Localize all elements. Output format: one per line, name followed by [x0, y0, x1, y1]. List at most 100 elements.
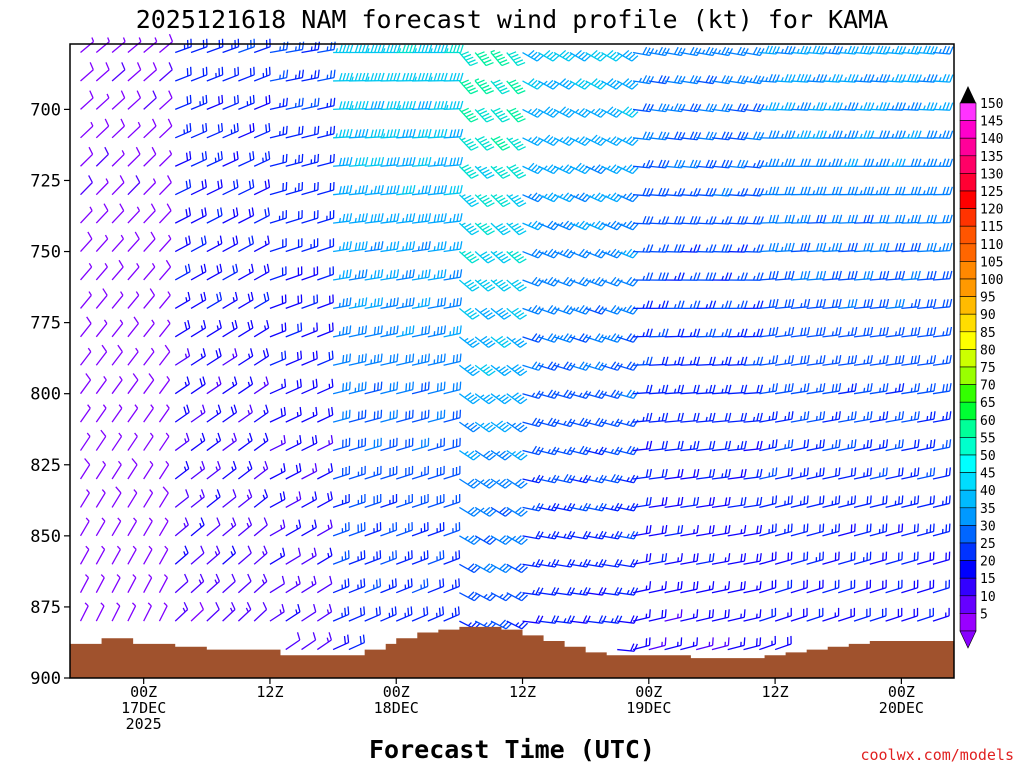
wind-barb — [427, 578, 445, 594]
wind-barb — [143, 319, 155, 338]
wind-barb — [269, 603, 285, 622]
wind-barb — [775, 158, 796, 168]
wind-barb — [411, 437, 430, 452]
wind-barb — [774, 551, 793, 565]
colorbar-label: 85 — [980, 326, 996, 341]
wind-barb — [680, 75, 702, 85]
wind-barb — [285, 435, 302, 452]
wind-barb — [238, 376, 254, 395]
wind-barb — [774, 523, 793, 537]
wind-barb — [174, 207, 192, 224]
wind-barb — [506, 164, 527, 179]
wind-barb — [127, 146, 141, 167]
wind-barb — [348, 550, 366, 565]
wind-barb — [333, 72, 354, 82]
wind-barb — [696, 300, 717, 310]
x-tick-label: 18DEC — [374, 699, 419, 717]
chart-title: 2025121618 NAM forecast wind profile (kt… — [136, 5, 889, 34]
wind-barb — [443, 100, 464, 111]
wind-barb — [901, 383, 921, 395]
wind-barb — [332, 325, 352, 338]
wind-barb — [458, 307, 480, 320]
wind-barb — [348, 634, 366, 651]
wind-barb — [790, 45, 812, 55]
wind-barb — [901, 523, 919, 537]
wind-barb — [143, 288, 156, 309]
wind-barb — [696, 412, 716, 423]
wind-barb — [143, 62, 158, 82]
wind-barb — [759, 186, 780, 196]
wind-barb — [427, 465, 445, 480]
wind-barb — [664, 412, 684, 423]
wind-barb — [885, 523, 904, 537]
wind-barb — [664, 103, 686, 113]
wind-barb — [901, 214, 922, 224]
wind-barb — [396, 409, 414, 423]
wind-barb — [490, 592, 513, 602]
wind-barb — [459, 535, 481, 545]
wind-barb — [901, 579, 919, 594]
wind-barb — [317, 125, 336, 139]
wind-barb — [111, 62, 126, 82]
wind-barb — [490, 250, 511, 264]
wind-barb — [869, 186, 890, 196]
wind-barb — [111, 545, 121, 565]
wind-barb — [917, 354, 937, 366]
wind-barb — [616, 136, 639, 146]
wind-barb — [111, 602, 121, 622]
wind-barb — [648, 412, 669, 423]
wind-barb — [474, 421, 496, 433]
wind-barb — [553, 49, 576, 62]
wind-barb — [253, 66, 271, 82]
wind-barb — [553, 164, 576, 175]
wind-barb — [569, 587, 591, 596]
wind-barb — [917, 186, 938, 196]
wind-barb — [79, 404, 91, 423]
wind-barb — [869, 270, 890, 281]
wind-barb — [711, 609, 730, 622]
colorbar-swatch — [959, 208, 977, 227]
wind-barb — [664, 637, 683, 651]
wind-barb — [490, 420, 512, 433]
wind-barb — [380, 325, 399, 338]
wind-barb — [317, 153, 335, 167]
wind-barb — [506, 336, 528, 348]
wind-barb — [727, 440, 747, 452]
source-watermark[interactable]: coolwx.com/models — [860, 746, 1014, 764]
colorbar-label: 15 — [980, 572, 996, 587]
wind-barb — [917, 102, 938, 111]
wind-barb — [790, 130, 812, 139]
wind-barb — [158, 319, 171, 338]
wind-barb — [853, 551, 872, 565]
wind-barb — [190, 291, 207, 309]
wind-barb — [601, 502, 623, 512]
wind-barb — [190, 489, 205, 508]
wind-barb — [190, 207, 207, 224]
wind-barb — [743, 75, 765, 85]
wind-barb — [396, 297, 415, 310]
colorbar-swatch — [959, 278, 977, 297]
colorbar-label: 105 — [980, 255, 1003, 270]
wind-barb — [743, 328, 764, 338]
wind-barb — [632, 496, 652, 509]
wind-barb — [222, 123, 239, 139]
wind-barb — [222, 179, 239, 196]
wind-barb — [932, 579, 951, 594]
wind-barb — [901, 270, 921, 281]
wind-barb — [711, 103, 733, 113]
wind-barb — [538, 559, 560, 568]
wind-barb — [537, 79, 560, 90]
wind-barb — [680, 356, 701, 366]
wind-barb — [917, 73, 938, 83]
colorbar-label: 45 — [980, 467, 996, 482]
wind-barb — [790, 551, 809, 565]
wind-barb — [917, 158, 938, 168]
wind-barb — [443, 72, 464, 82]
wind-barb — [727, 244, 749, 253]
wind-barb — [285, 519, 302, 537]
wind-barb — [333, 128, 353, 139]
wind-barb — [301, 266, 319, 281]
wind-barb — [111, 344, 123, 366]
wind-barb — [901, 607, 919, 622]
wind-barb — [869, 551, 888, 565]
